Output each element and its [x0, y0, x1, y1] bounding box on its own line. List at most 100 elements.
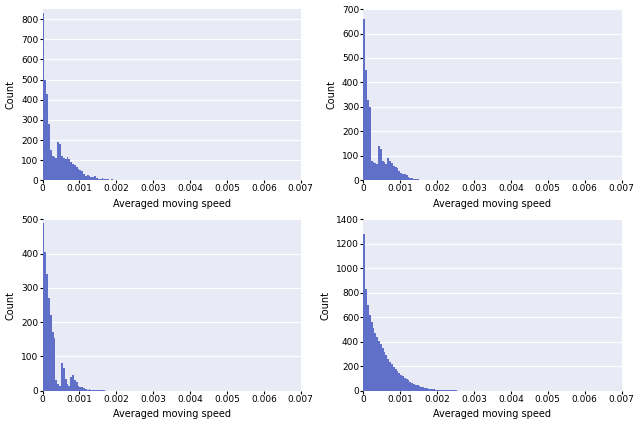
- Bar: [367, 99, 369, 180]
- Bar: [387, 359, 389, 391]
- Y-axis label: Count: Count: [6, 291, 15, 320]
- Bar: [400, 173, 402, 180]
- Bar: [371, 161, 372, 180]
- Bar: [44, 79, 46, 180]
- Bar: [444, 390, 446, 391]
- Bar: [415, 385, 417, 391]
- Bar: [102, 178, 104, 180]
- Bar: [85, 176, 87, 180]
- Bar: [46, 274, 48, 391]
- Bar: [61, 363, 63, 391]
- Bar: [111, 179, 113, 180]
- X-axis label: Averaged moving speed: Averaged moving speed: [113, 409, 230, 419]
- Bar: [364, 19, 365, 180]
- Bar: [406, 176, 408, 180]
- Bar: [389, 362, 391, 391]
- Bar: [74, 165, 76, 180]
- Bar: [369, 315, 371, 391]
- Text: (b) Medium sequence dataset: (b) Medium sequence dataset: [388, 235, 596, 249]
- Bar: [446, 390, 448, 391]
- Bar: [81, 387, 83, 391]
- Bar: [437, 390, 439, 391]
- Y-axis label: Count: Count: [326, 80, 337, 109]
- Bar: [85, 389, 87, 391]
- Bar: [48, 124, 50, 180]
- Bar: [59, 385, 61, 391]
- Bar: [412, 178, 413, 180]
- Bar: [90, 177, 92, 180]
- Bar: [81, 171, 83, 180]
- Bar: [383, 162, 385, 180]
- Bar: [393, 166, 395, 180]
- Bar: [374, 163, 376, 180]
- Bar: [364, 234, 365, 391]
- Bar: [94, 390, 96, 391]
- Bar: [374, 333, 376, 391]
- Bar: [48, 298, 50, 391]
- Bar: [382, 348, 383, 391]
- Bar: [72, 164, 74, 180]
- Bar: [63, 368, 65, 391]
- Bar: [413, 384, 415, 391]
- Bar: [400, 375, 402, 391]
- Bar: [385, 164, 387, 180]
- Bar: [410, 382, 412, 391]
- Bar: [424, 388, 426, 391]
- Bar: [65, 379, 67, 391]
- Bar: [50, 150, 52, 180]
- Bar: [397, 168, 398, 180]
- Bar: [92, 177, 94, 180]
- Bar: [415, 179, 417, 180]
- Bar: [52, 156, 54, 180]
- Bar: [441, 390, 443, 391]
- Bar: [391, 163, 393, 180]
- Bar: [67, 157, 68, 180]
- Bar: [92, 390, 94, 391]
- Bar: [389, 161, 391, 180]
- Bar: [70, 162, 72, 180]
- Bar: [398, 170, 400, 180]
- Bar: [435, 390, 437, 391]
- Bar: [398, 373, 400, 391]
- Bar: [104, 178, 105, 180]
- Bar: [94, 176, 96, 180]
- Bar: [96, 178, 98, 180]
- Bar: [87, 175, 88, 180]
- Bar: [74, 380, 76, 391]
- Bar: [68, 159, 70, 180]
- Bar: [70, 377, 72, 391]
- Bar: [58, 142, 59, 180]
- Bar: [371, 322, 372, 391]
- Bar: [429, 389, 431, 391]
- Bar: [76, 167, 77, 180]
- Bar: [68, 385, 70, 391]
- Bar: [376, 337, 378, 391]
- Bar: [100, 179, 102, 180]
- Bar: [77, 385, 79, 391]
- Bar: [367, 305, 369, 391]
- Bar: [61, 156, 63, 180]
- Bar: [404, 378, 406, 391]
- Bar: [378, 146, 380, 180]
- Bar: [365, 289, 367, 391]
- Bar: [76, 382, 77, 391]
- Bar: [422, 387, 424, 391]
- Bar: [417, 385, 419, 391]
- Bar: [413, 179, 415, 180]
- Bar: [419, 386, 420, 391]
- Bar: [385, 355, 387, 391]
- Bar: [372, 329, 374, 391]
- Bar: [393, 367, 395, 391]
- Bar: [65, 159, 67, 180]
- Bar: [378, 340, 380, 391]
- Bar: [383, 351, 385, 391]
- Bar: [433, 389, 435, 391]
- Bar: [369, 107, 371, 180]
- Bar: [77, 169, 79, 180]
- Bar: [56, 380, 58, 391]
- Bar: [408, 177, 410, 180]
- Bar: [387, 158, 389, 180]
- Bar: [420, 387, 422, 391]
- Bar: [412, 383, 413, 391]
- Bar: [105, 179, 107, 180]
